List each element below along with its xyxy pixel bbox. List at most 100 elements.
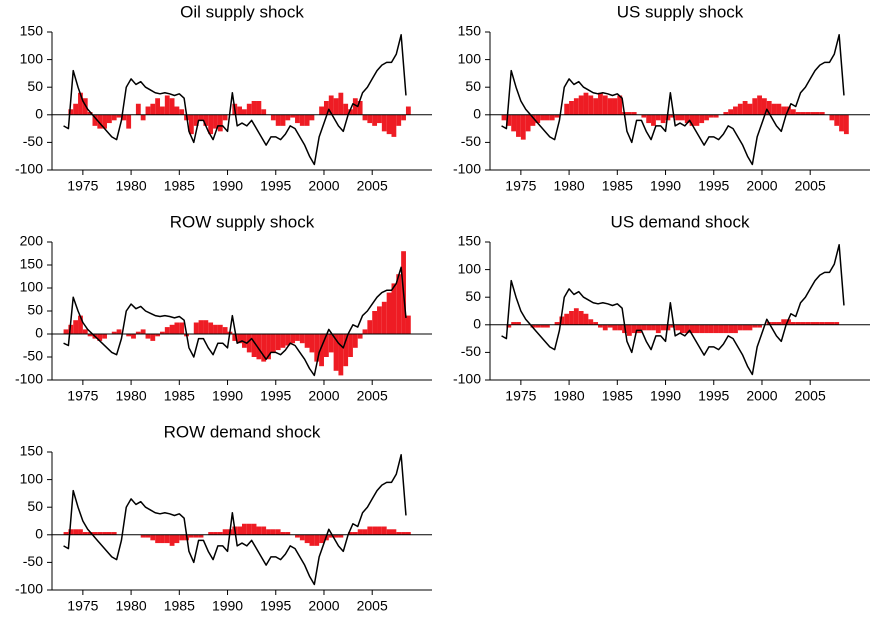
bar [588, 319, 593, 325]
x-tick-label: 1995 [260, 388, 291, 404]
bar [310, 535, 315, 546]
line [502, 35, 844, 165]
bar [170, 535, 175, 546]
bar [521, 115, 526, 140]
bar [387, 293, 392, 334]
bar [641, 325, 646, 331]
bar [112, 115, 117, 121]
bar [285, 115, 290, 121]
bar [637, 325, 642, 333]
bar [194, 323, 199, 335]
bar [353, 334, 358, 348]
y-tick-label: 150 [458, 233, 482, 249]
x-tick-label: 1985 [602, 178, 633, 194]
bar [733, 325, 738, 333]
y-tick-label: -50 [461, 133, 481, 149]
bar [237, 107, 242, 115]
bar [213, 325, 218, 334]
y-tick-label: -100 [15, 371, 43, 387]
bar [300, 115, 305, 126]
bar [382, 115, 387, 132]
bar [160, 535, 165, 543]
chart-title: US supply shock [617, 2, 744, 21]
bar [256, 527, 261, 535]
bar [781, 107, 786, 115]
x-tick-label: 1990 [650, 178, 681, 194]
x-tick-label: 1985 [164, 598, 195, 614]
bar [743, 101, 748, 115]
bar [791, 109, 796, 115]
line [64, 267, 406, 375]
x-tick-label: 1990 [212, 178, 243, 194]
bar [733, 107, 738, 115]
bar [300, 334, 305, 343]
chart-title: US demand shock [611, 212, 750, 231]
bar [319, 535, 324, 543]
bar [305, 334, 310, 348]
bar [372, 311, 377, 334]
bar [598, 93, 603, 115]
bar [338, 334, 343, 375]
bar [844, 115, 849, 134]
bar [584, 314, 589, 325]
bar [310, 334, 315, 352]
bar [170, 98, 175, 115]
chart-title: Oil supply shock [180, 2, 304, 21]
bar [738, 325, 743, 331]
line [64, 455, 406, 585]
x-tick-label: 1995 [260, 178, 291, 194]
x-tick-label: 1975 [67, 178, 98, 194]
bar [719, 325, 724, 333]
bar [680, 325, 685, 333]
bar [627, 325, 632, 336]
bar [680, 115, 685, 121]
bar [367, 527, 372, 535]
y-tick-label: 0 [35, 106, 43, 122]
bar [545, 115, 550, 121]
bar [276, 529, 281, 535]
y-tick-label: 100 [20, 279, 44, 295]
bar [199, 115, 204, 121]
bar [704, 325, 709, 333]
bar [574, 98, 579, 115]
bar [757, 95, 762, 114]
bar [502, 115, 507, 121]
bar [363, 529, 368, 535]
bar [391, 529, 396, 535]
bar [646, 325, 651, 331]
bar [363, 329, 368, 334]
bar [396, 115, 401, 126]
y-tick-label: 100 [458, 50, 482, 66]
bar [107, 115, 112, 123]
bar [723, 325, 728, 333]
bar [372, 115, 377, 126]
bar [579, 95, 584, 114]
bar [329, 334, 334, 352]
bar [179, 323, 184, 335]
chart-title: ROW demand shock [164, 422, 321, 441]
y-tick-label: -50 [461, 343, 481, 359]
y-tick-label: 150 [20, 256, 44, 272]
bar [170, 325, 175, 334]
bar [675, 115, 680, 121]
bar [526, 115, 531, 132]
bar [305, 535, 310, 543]
x-tick-label: 1980 [116, 388, 147, 404]
bar [728, 109, 733, 115]
x-tick-label: 1975 [505, 178, 536, 194]
x-tick-label: 1985 [164, 178, 195, 194]
bar [540, 115, 545, 121]
bar [310, 115, 315, 121]
bar [699, 325, 704, 333]
bar [223, 327, 228, 334]
bar [387, 529, 392, 535]
bar [348, 334, 353, 357]
bar [174, 323, 179, 335]
bar [334, 98, 339, 115]
bar [603, 325, 608, 331]
bar [704, 115, 709, 121]
x-tick-label: 1990 [650, 388, 681, 404]
bar [584, 93, 589, 115]
